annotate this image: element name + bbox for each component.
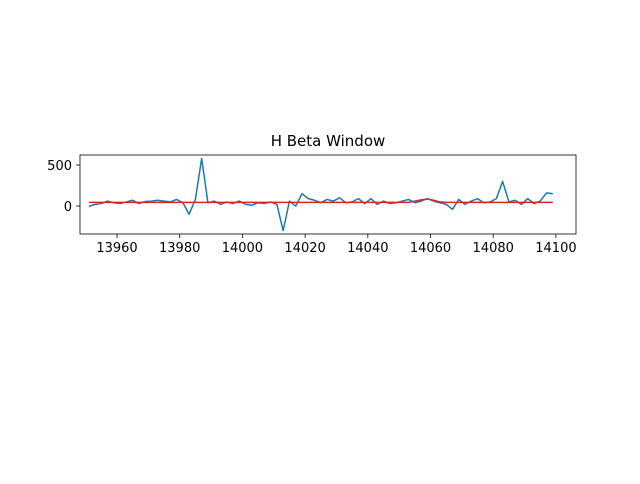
x-tick-label: 14020 — [284, 241, 325, 256]
data-line — [88, 198, 553, 204]
y-tick-label: 0 — [64, 200, 72, 215]
x-tick-label: 14080 — [473, 241, 514, 256]
x-tick-label: 14000 — [222, 241, 263, 256]
x-tick-label: 13960 — [96, 241, 137, 256]
y-tick-label: 500 — [47, 159, 72, 174]
x-tick-label: 13980 — [159, 241, 200, 256]
x-tick-label: 14060 — [410, 241, 451, 256]
x-tick-label: 14100 — [535, 241, 576, 256]
x-tick-label: 14040 — [347, 241, 388, 256]
axes-frame — [79, 154, 577, 235]
chart-title: H Beta Window — [271, 132, 386, 150]
